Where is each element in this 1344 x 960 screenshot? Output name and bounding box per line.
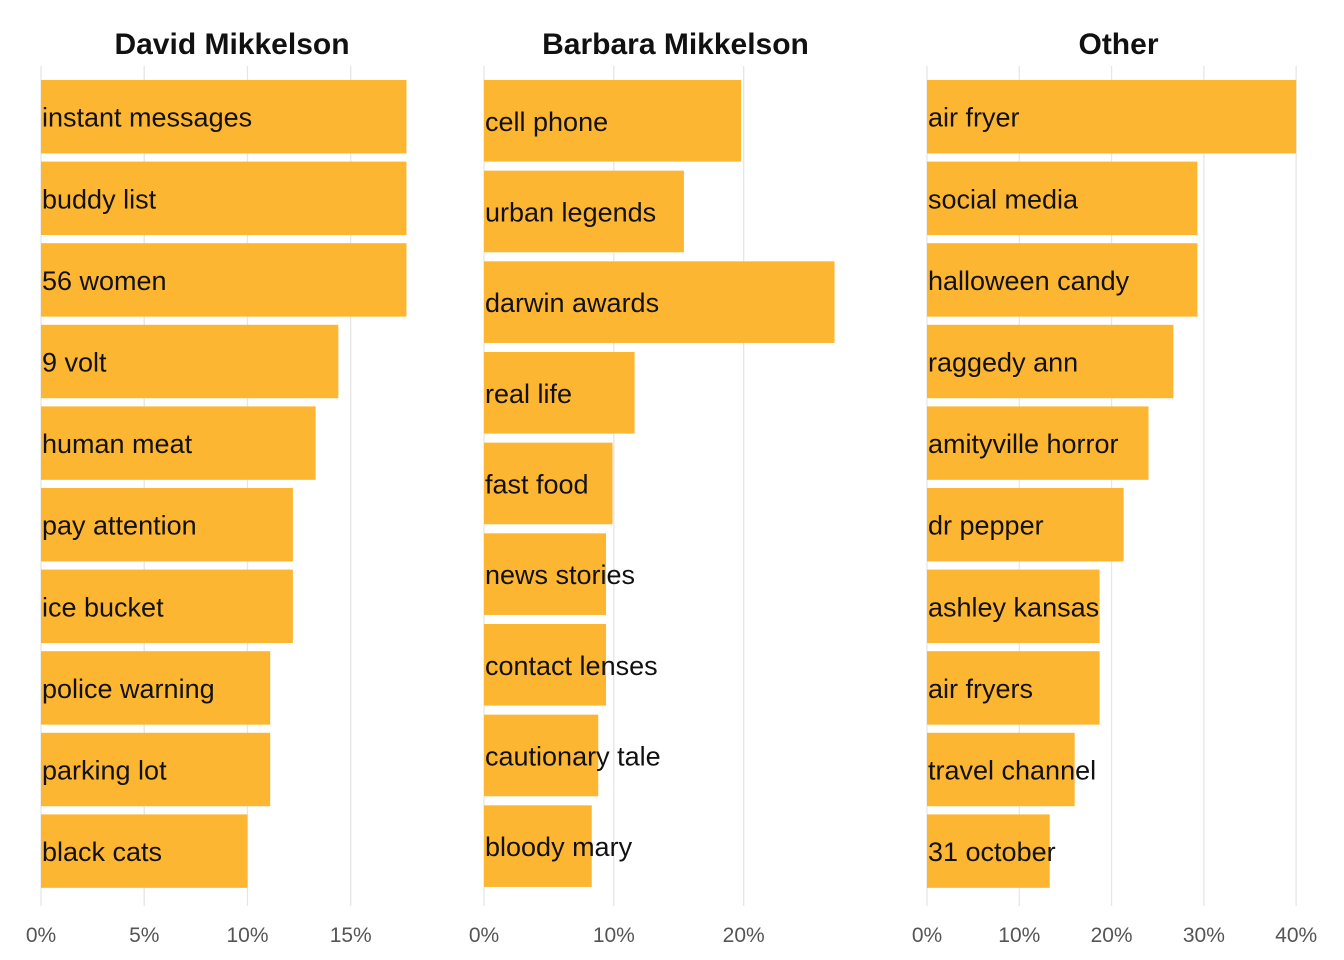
x-tick-label: 10%: [998, 924, 1040, 947]
bar: [927, 814, 1050, 888]
bar: [41, 243, 407, 317]
bar-label: darwin awards: [485, 288, 659, 318]
bar-label: cautionary tale: [485, 741, 661, 771]
bar-label: amityville horror: [928, 429, 1119, 459]
bar-label: urban legends: [485, 197, 656, 227]
bar-label: social media: [928, 184, 1079, 214]
x-tick-label: 30%: [1183, 924, 1225, 947]
bar-label: instant messages: [42, 103, 252, 133]
bar: [41, 569, 293, 644]
bar-label: ashley kansas: [928, 592, 1099, 622]
bar-label: 31 october: [928, 837, 1056, 867]
bar: [927, 243, 1198, 317]
bar-label: contact lenses: [485, 651, 658, 681]
bar-label: air fryer: [928, 103, 1020, 133]
facet-panel-2: cell phone urban legends darwin awards real…: [469, 28, 835, 947]
bar: [41, 814, 248, 888]
bar-label: bloody mary: [485, 832, 633, 862]
bar: [927, 732, 1075, 807]
bar-label: ice bucket: [42, 592, 164, 622]
bar: [484, 714, 599, 797]
bar-label: halloween candy: [928, 266, 1130, 296]
bar: [484, 170, 684, 253]
x-tick-label: 10%: [226, 924, 268, 947]
x-tick-label: 0%: [912, 924, 942, 947]
panel-title: Barbara Mikkelson: [542, 28, 809, 61]
x-tick-label: 10%: [593, 924, 635, 947]
bar: [41, 324, 339, 399]
bar-label: police warning: [42, 674, 215, 704]
bar-label: raggedy ann: [928, 348, 1078, 378]
bar-label: buddy list: [42, 184, 157, 214]
bar: [927, 651, 1100, 725]
bar-label: black cats: [42, 837, 162, 867]
bar: [927, 406, 1149, 480]
bar: [927, 488, 1124, 562]
x-tick-label: 15%: [330, 924, 372, 947]
bar: [41, 651, 271, 725]
bar-label: 9 volt: [42, 348, 107, 378]
bar: [41, 406, 316, 480]
bar-label: 56 women: [42, 266, 167, 296]
x-tick-label: 40%: [1275, 924, 1317, 947]
bar: [484, 80, 742, 162]
bar: [484, 624, 607, 706]
bar: [484, 261, 835, 343]
bar: [484, 805, 592, 887]
bar-label: travel channel: [928, 756, 1096, 786]
bar: [41, 161, 407, 236]
panel-title: Other: [1078, 28, 1158, 61]
bar-label: fast food: [485, 469, 589, 499]
x-tick-label: 20%: [723, 924, 765, 947]
bar: [484, 352, 635, 434]
bar: [927, 80, 1297, 154]
bar: [41, 488, 293, 562]
bar-label: air fryers: [928, 674, 1033, 704]
bar: [41, 80, 407, 154]
bar: [927, 161, 1198, 236]
x-tick-label: 0%: [469, 924, 499, 947]
panel-title: David Mikkelson: [114, 28, 349, 61]
bar: [41, 732, 271, 807]
bar: [927, 324, 1174, 399]
bar: [927, 569, 1100, 644]
bar-label: parking lot: [42, 756, 167, 786]
x-tick-label: 20%: [1091, 924, 1133, 947]
bar-label: pay attention: [42, 511, 197, 541]
x-tick-label: 0%: [26, 924, 56, 947]
facet-panel-3: air fryer social media halloween candy ragg…: [912, 28, 1317, 947]
facet-panel-1: instant messages buddy list 56 women 9 volt…: [26, 28, 407, 947]
bar: [484, 533, 607, 615]
bar-label: human meat: [42, 429, 193, 459]
bar-label: cell phone: [485, 107, 608, 137]
bar-label: dr pepper: [928, 511, 1044, 541]
bar-label: news stories: [485, 560, 635, 590]
x-tick-label: 5%: [129, 924, 159, 947]
bar-label: real life: [485, 379, 572, 409]
bar: [484, 442, 613, 525]
